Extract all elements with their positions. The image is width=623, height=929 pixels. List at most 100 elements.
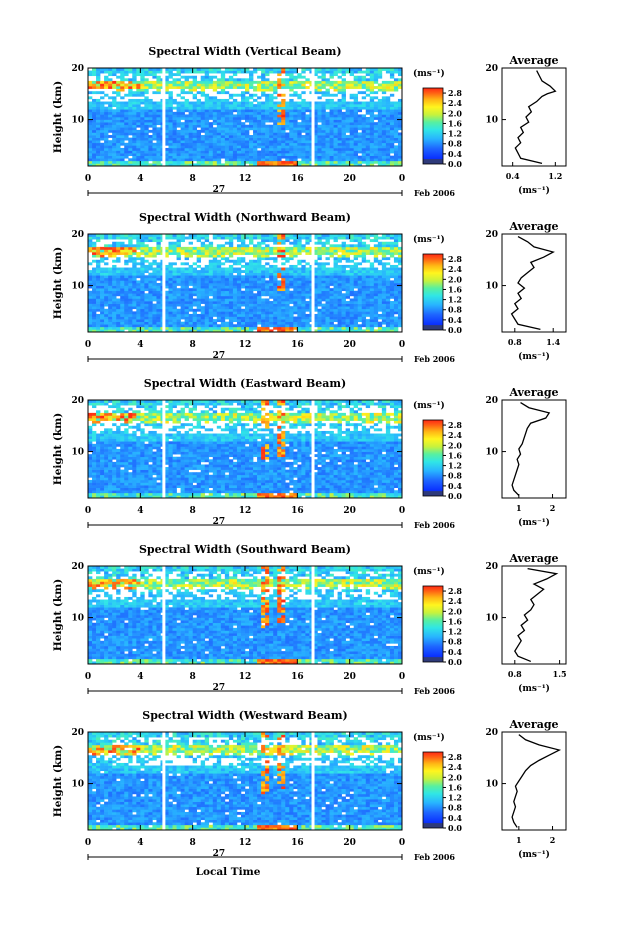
heatmap-cell [240, 308, 246, 312]
heatmap-cell [224, 140, 230, 144]
heatmap-cell [204, 319, 210, 322]
heatmap-cell [389, 137, 395, 141]
heatmap-cell [345, 124, 350, 128]
heatmap-cell [257, 163, 262, 167]
heatmap-cell [136, 104, 141, 107]
heatmap-cell [277, 122, 282, 126]
heatmap-cell [353, 114, 359, 118]
heatmap-cell [345, 70, 350, 74]
heatmap-cell [172, 142, 177, 146]
heatmap-cell [317, 80, 322, 84]
heatmap-cell [257, 106, 262, 110]
heatmap-cell [188, 140, 193, 144]
heatmap-cell [228, 109, 234, 113]
heatmap-cell [381, 249, 387, 253]
heatmap-cell [168, 155, 173, 159]
heatmap-cell [168, 147, 173, 151]
heatmap-cell [369, 308, 375, 312]
heatmap-cell [249, 109, 254, 113]
heatmap-cell [249, 272, 254, 276]
heatmap-cell [245, 246, 250, 250]
heatmap-cell [152, 83, 157, 87]
heatmap-cell [265, 145, 270, 149]
heatmap-cell [261, 290, 266, 294]
heatmap-cell [228, 86, 234, 89]
heatmap-cell [345, 158, 350, 162]
heatmap-cell [168, 283, 173, 286]
heatmap-cell [220, 109, 226, 113]
heatmap-cell [337, 319, 342, 322]
heatmap-cell [373, 306, 379, 310]
heatmap-cell [152, 75, 157, 79]
heatmap-cell [253, 106, 258, 110]
heatmap-cell [164, 86, 169, 89]
heatmap-cell [172, 319, 177, 322]
heatmap-cell [140, 298, 145, 302]
heatmap-cell [341, 145, 346, 149]
heatmap-cell [120, 313, 125, 317]
heatmap-cell [397, 98, 403, 102]
heatmap-cell [357, 109, 363, 113]
heatmap-cell [365, 104, 371, 107]
heatmap-cell [140, 267, 145, 271]
heatmap-cell [168, 295, 173, 299]
heatmap-cell [136, 124, 141, 128]
heatmap-cell [200, 135, 206, 138]
heatmap-cell [88, 145, 93, 149]
heatmap-cell [329, 158, 334, 162]
heatmap-cell [337, 83, 342, 87]
heatmap-cell [349, 246, 354, 250]
heatmap-cell [172, 290, 177, 294]
heatmap-cell [285, 106, 290, 110]
heatmap-cell [228, 303, 234, 307]
heatmap-cell [140, 155, 145, 159]
heatmap-cell [216, 306, 222, 310]
heatmap-cell [176, 290, 181, 294]
heatmap-cell [204, 249, 210, 253]
heatmap-cell [385, 301, 391, 304]
heatmap-cell [188, 326, 193, 330]
heatmap-cell [297, 147, 302, 151]
heatmap-cell [188, 288, 193, 292]
heatmap-cell [281, 142, 286, 146]
heatmap-cell [192, 329, 197, 333]
heatmap-cell [200, 68, 206, 71]
heatmap-cell [253, 252, 258, 255]
heatmap-cell [192, 298, 197, 302]
heatmap-cell [281, 145, 286, 149]
heatmap-cell [393, 119, 399, 123]
heatmap-cell [341, 78, 346, 82]
heatmap-cell [124, 285, 129, 289]
heatmap-cell [128, 252, 133, 255]
heatmap-cell [140, 86, 145, 89]
heatmap-cell [176, 80, 181, 84]
heatmap-cell [216, 140, 222, 144]
heatmap-cell [176, 257, 181, 261]
y-tick-label: 10 [71, 116, 84, 126]
heatmap-cell [277, 114, 282, 118]
heatmap-cell [168, 288, 173, 292]
heatmap-cell [212, 119, 218, 123]
heatmap-cell [188, 111, 193, 115]
heatmap-cell [120, 277, 125, 281]
heatmap-cell [104, 288, 109, 292]
heatmap-cell [128, 321, 133, 325]
heatmap-cell [361, 316, 367, 320]
heatmap-cell [136, 324, 141, 328]
heatmap-cell [236, 267, 242, 271]
heatmap-cell [345, 329, 350, 333]
heatmap-cell [261, 158, 266, 162]
heatmap-cell [265, 140, 270, 144]
heatmap-cell [128, 145, 133, 149]
heatmap-cell [285, 122, 290, 126]
heatmap-cell [261, 129, 266, 133]
heatmap-cell [269, 277, 274, 281]
heatmap-cell [353, 75, 359, 79]
heatmap-cell [293, 264, 298, 268]
heatmap-cell [208, 163, 214, 167]
heatmap-cell [92, 129, 97, 133]
heatmap-cell [377, 111, 383, 115]
heatmap-cell [228, 142, 234, 146]
heatmap-cell [136, 111, 141, 115]
heatmap-cell [176, 321, 181, 325]
